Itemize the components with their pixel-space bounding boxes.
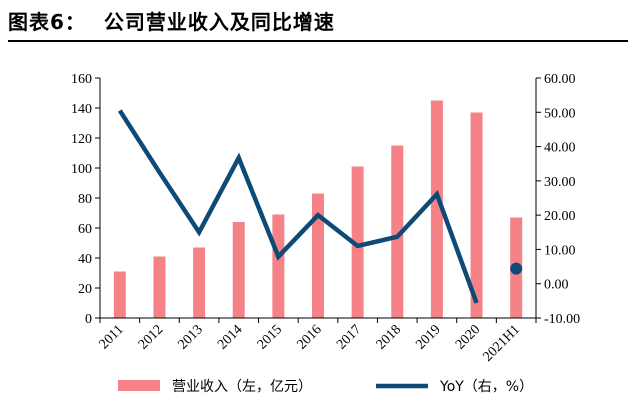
left-tick-label: 140: [71, 102, 92, 117]
revenue-bar-2013: [193, 247, 206, 318]
left-tick-label: 40: [78, 252, 92, 267]
yoy-point-2021H1: [510, 262, 523, 275]
revenue-bar-2016: [312, 193, 324, 318]
right-tick-label: 60.00: [544, 72, 576, 87]
left-tick-label: 0: [85, 312, 92, 327]
title-rule: [8, 40, 628, 42]
x-tick-label-2018: 2018: [374, 322, 404, 352]
right-tick-label: 10.00: [544, 243, 576, 258]
x-tick-label-2020: 2020: [453, 322, 483, 352]
left-tick-label: 160: [71, 72, 92, 87]
x-tick-label-2015: 2015: [255, 322, 285, 352]
right-tick-label: 40.00: [544, 141, 576, 156]
left-tick-label: 120: [71, 132, 92, 147]
x-tick-label-2016: 2016: [294, 322, 324, 352]
legend-swatch-revenue: [118, 380, 160, 391]
right-tick-label: 50.00: [544, 106, 576, 121]
revenue-bar-2015: [272, 214, 285, 318]
x-tick-label-2011: 2011: [97, 322, 127, 352]
legend-label-yoy: YoY（右，%）: [439, 379, 533, 395]
x-tick-label-2012: 2012: [136, 322, 166, 352]
x-tick-label-2013: 2013: [176, 322, 206, 352]
x-tick-label-2019: 2019: [413, 322, 443, 352]
figure-number: 图表6：: [8, 10, 86, 34]
revenue-bar-2020: [470, 112, 483, 318]
left-tick-label: 100: [71, 162, 92, 177]
revenue-bar-2014: [232, 222, 245, 318]
x-tick-label-2014: 2014: [215, 322, 245, 352]
x-tick-label-2017: 2017: [334, 322, 364, 352]
x-tick-label-2021H1: 2021H1: [480, 322, 523, 365]
left-tick-label: 60: [78, 222, 92, 237]
revenue-bar-2011: [113, 271, 126, 318]
left-tick-label: 20: [78, 282, 92, 297]
figure-title-text: 公司营业收入及同比增速: [103, 10, 335, 34]
right-tick-label: 20.00: [544, 209, 576, 224]
revenue-bar-2018: [391, 145, 404, 318]
revenue-bar-2017: [351, 166, 364, 318]
left-tick-label: 80: [78, 192, 92, 207]
yoy-line: [117, 109, 479, 304]
legend-label-revenue: 营业收入（左，亿元）: [172, 379, 312, 395]
right-tick-label: -10.00: [544, 312, 580, 327]
revenue-bar-2012: [153, 256, 166, 318]
figure-title: 图表6： 公司营业收入及同比增速: [8, 6, 335, 35]
revenue-bar-2019: [430, 100, 443, 318]
right-tick-label: 30.00: [544, 175, 576, 190]
right-tick-label: 0.00: [544, 278, 569, 293]
